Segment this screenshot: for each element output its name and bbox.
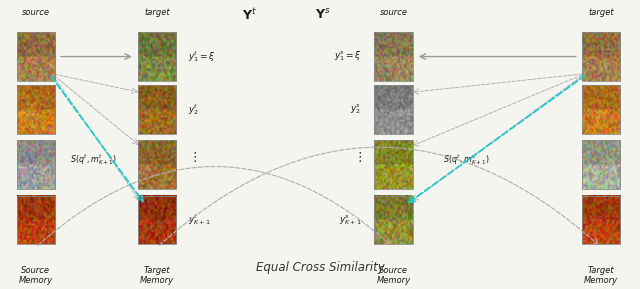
Text: $\mathbf{Y}^t$: $\mathbf{Y}^t$ bbox=[243, 8, 257, 23]
Text: $\mathbf{Y}^s$: $\mathbf{Y}^s$ bbox=[316, 8, 331, 22]
Text: target: target bbox=[588, 8, 614, 17]
Bar bbox=[374, 140, 413, 188]
Text: Source
Memory: Source Memory bbox=[376, 266, 410, 286]
Text: target: target bbox=[145, 8, 170, 17]
Text: $\vdots$: $\vdots$ bbox=[353, 150, 362, 164]
Bar bbox=[138, 32, 176, 81]
Text: Target
Memory: Target Memory bbox=[584, 266, 618, 286]
Bar bbox=[138, 85, 176, 134]
Bar bbox=[17, 85, 55, 134]
Bar bbox=[582, 85, 620, 134]
Bar bbox=[138, 196, 176, 244]
Bar bbox=[138, 140, 176, 188]
Text: Equal Cross Similarity: Equal Cross Similarity bbox=[255, 262, 385, 275]
Bar bbox=[17, 196, 55, 244]
Text: $S(q^t, m^s_{K+1})$: $S(q^t, m^s_{K+1})$ bbox=[444, 153, 490, 167]
Text: Target
Memory: Target Memory bbox=[140, 266, 174, 286]
Text: $y_2^s$: $y_2^s$ bbox=[350, 103, 362, 116]
Text: $y_{K+1}^s$: $y_{K+1}^s$ bbox=[339, 213, 362, 227]
Text: $y_2^t$: $y_2^t$ bbox=[188, 102, 199, 117]
Text: source: source bbox=[22, 8, 50, 17]
Bar bbox=[374, 85, 413, 134]
Bar bbox=[17, 32, 55, 81]
Bar bbox=[374, 196, 413, 244]
Bar bbox=[374, 32, 413, 81]
Text: Source
Memory: Source Memory bbox=[19, 266, 53, 286]
Text: $y_1^t = \xi$: $y_1^t = \xi$ bbox=[188, 49, 216, 64]
Text: $y_1^s = \xi$: $y_1^s = \xi$ bbox=[333, 50, 362, 63]
Bar bbox=[582, 140, 620, 188]
Bar bbox=[582, 196, 620, 244]
Bar bbox=[582, 32, 620, 81]
Bar bbox=[17, 140, 55, 188]
Text: $y_{K+1}^t$: $y_{K+1}^t$ bbox=[188, 212, 211, 227]
Text: $S(q^t, m^t_{K+1})$: $S(q^t, m^t_{K+1})$ bbox=[70, 153, 116, 167]
Text: source: source bbox=[380, 8, 408, 17]
Text: $\vdots$: $\vdots$ bbox=[188, 150, 196, 164]
